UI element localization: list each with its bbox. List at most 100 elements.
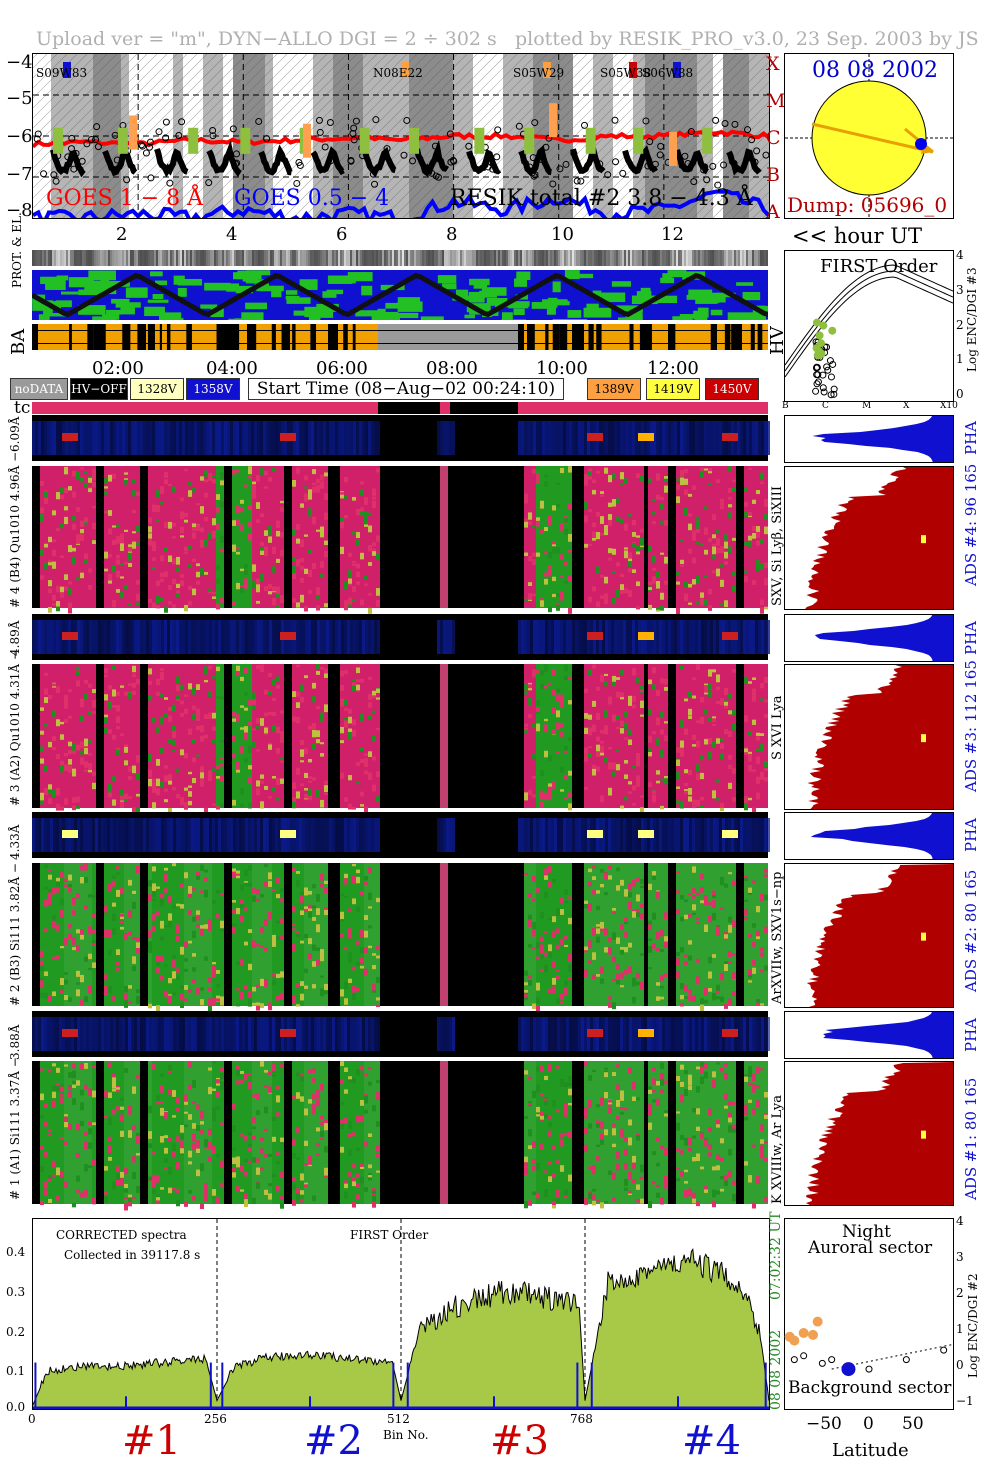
spec-pixel: [296, 880, 300, 888]
spec-pixel: [232, 1157, 236, 1165]
spec-pixel: [300, 558, 304, 563]
spec-pixel: [720, 498, 724, 507]
spec-pixel: [304, 906, 308, 912]
spec-pixel: [588, 669, 592, 676]
spec-pixel: [172, 558, 176, 565]
spec-pixel: [264, 471, 268, 476]
pha-bin: [698, 620, 701, 654]
pha-bin: [278, 421, 281, 455]
pha-bin: [374, 421, 377, 455]
spec-column: [708, 863, 712, 1006]
spec-pixel: [120, 563, 124, 566]
spec-pixel: [716, 996, 720, 1000]
first-order-point-high: [817, 339, 826, 348]
spec-pixel: [40, 746, 44, 753]
prot-el-bin: [180, 250, 182, 266]
pha-bin: [671, 421, 674, 455]
spec-pixel: [652, 873, 656, 880]
prot-el-bin: [314, 250, 316, 266]
spec-pixel: [352, 729, 356, 737]
prot-el-bin: [740, 250, 742, 266]
pha-bin: [566, 1017, 569, 1051]
spec-pixel: [52, 747, 56, 750]
hv-off-tick: [545, 324, 549, 350]
prot-el-bin: [410, 250, 412, 266]
pha-bin: [602, 1017, 605, 1051]
prot-el-bin: [182, 250, 184, 266]
spec-pixel: [628, 739, 632, 746]
spec-pixel: [704, 924, 708, 933]
prot-el-bin: [306, 250, 308, 266]
spec-pixel: [564, 750, 568, 753]
spec-pixel: [556, 688, 560, 693]
spec-pixel: [592, 865, 596, 869]
spec-pixel: [376, 796, 380, 802]
spec-column: [360, 466, 364, 608]
spec-pixel: [304, 793, 308, 799]
spec-pixel: [604, 528, 608, 536]
spec-column: [688, 466, 692, 608]
spec-column: [312, 1061, 316, 1204]
spec-pixel: [596, 512, 600, 517]
spec-pixel: [304, 493, 308, 502]
spec-pixel: [564, 528, 568, 535]
spec-pixel: [64, 798, 68, 805]
spec-pixel: [708, 737, 712, 745]
spec-pixel: [156, 967, 160, 973]
spec-column: [136, 863, 140, 1006]
pha-bin: [251, 818, 254, 852]
spec-pixel: [84, 905, 88, 909]
pha-bin: [95, 620, 98, 654]
spec-pixel: [128, 547, 132, 552]
spec-column: [568, 863, 572, 1006]
spec-pixel: [76, 989, 80, 997]
spec-pixel: [600, 795, 604, 803]
spec-pixel: [256, 749, 260, 752]
ba-green-patch: [717, 292, 736, 298]
prot-el-bin: [506, 250, 508, 266]
spec-pixel: [208, 1141, 212, 1150]
region-label: N08E22: [373, 66, 423, 80]
spec-pixel: [292, 944, 296, 951]
spec-pixel: [236, 1156, 240, 1164]
spec-pixel: [632, 911, 636, 918]
pha-bin: [113, 1017, 116, 1051]
spec-pixel: [536, 473, 540, 481]
spec-pixel: [676, 496, 680, 504]
pha-peak: [62, 830, 78, 838]
spec-pixel: [132, 965, 136, 972]
spec-pixel: [708, 691, 712, 697]
pha-bin: [602, 620, 605, 654]
spec-pixel: [104, 1196, 108, 1204]
spec-pixel: [752, 499, 756, 504]
spec-pixel: [200, 766, 204, 773]
pha-bin: [107, 1017, 110, 1051]
spec-pixel: [688, 796, 692, 802]
spec-pixel: [340, 519, 344, 528]
pha-bin: [344, 421, 347, 455]
prot-el-bin: [228, 250, 230, 266]
prot-el-bin: [316, 250, 318, 266]
spec-pixel: [660, 729, 664, 735]
spec-pixel: [280, 1196, 284, 1200]
prot-el-bin: [574, 250, 576, 266]
spec-pixel: [344, 603, 348, 611]
spec-pixel: [268, 1153, 272, 1157]
spec-pixel: [104, 478, 108, 485]
prot-el-bin: [318, 250, 320, 266]
prot-el-bin: [358, 250, 360, 266]
prot-el-bin: [360, 250, 362, 266]
pha-bin: [155, 620, 158, 654]
spec-pixel: [684, 581, 688, 588]
pha-bin: [767, 421, 770, 455]
pha-bin: [578, 1017, 581, 1051]
prot-el-bin: [96, 250, 98, 266]
pha-bin: [632, 1017, 635, 1051]
spec-pixel: [680, 750, 684, 757]
spec-pixel: [532, 754, 536, 759]
spec-pixel: [372, 496, 376, 500]
pha-bin: [359, 818, 362, 852]
fo-ytick: 4: [956, 248, 964, 262]
pha-spectrogram: [32, 415, 770, 461]
pha-bin: [227, 818, 230, 852]
